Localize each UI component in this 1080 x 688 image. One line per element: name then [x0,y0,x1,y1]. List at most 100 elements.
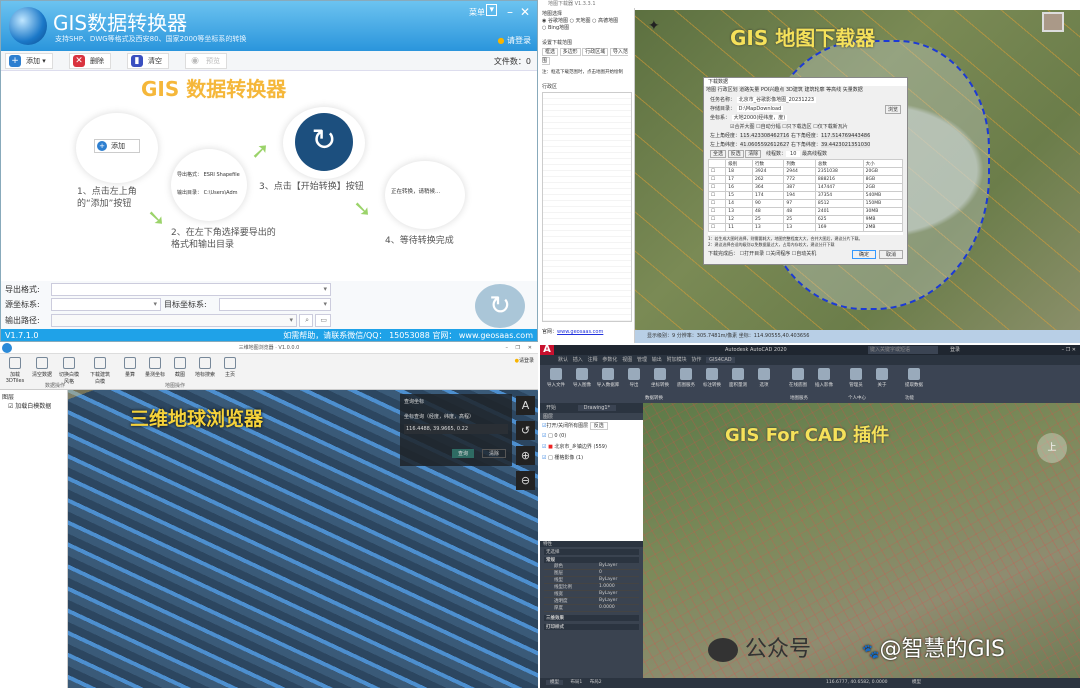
row-checkbox[interactable]: ☐ [708,175,727,184]
tl-lon-input[interactable]: 115.423308462716 [740,133,790,139]
load-3dtiles-button[interactable]: 加载3DTiles [3,357,27,384]
ribbon-button[interactable]: 面积量测 [725,368,751,388]
table-row[interactable]: ☐ 14 90 97 8512 150MB [708,199,903,208]
property-row[interactable]: 线宽 ByLayer [544,591,639,598]
row-checkbox[interactable]: ☐ [708,207,727,216]
folder-icon[interactable]: ▭ [315,314,331,327]
tab[interactable]: 道路矢量 [739,87,760,93]
model-space-button[interactable]: 模型 [912,680,921,685]
ribbon-tab[interactable]: 附加模块 [666,357,687,363]
task-input[interactable]: 北京市_谷歌影像地图_20231223 [736,97,817,103]
radio-bing[interactable]: ○ Bing地图 [542,25,570,31]
ribbon-tab[interactable]: 插入 [572,357,583,363]
query-button[interactable]: 查询 [452,449,475,458]
merge-checkbox[interactable]: ☑合并大图 [730,124,755,130]
tab[interactable]: 地图 [706,87,717,93]
invert-button[interactable]: 反选 [727,150,744,158]
row-checkbox[interactable]: ☐ [708,183,727,192]
compass-north-icon[interactable]: A [516,396,535,415]
cancel-button[interactable]: 取消 [878,250,903,259]
ribbon-button[interactable]: 导入数据库 [595,368,621,388]
table-row[interactable]: ☐ 18 3924 2944 2351038 20GB [708,167,903,176]
close-button[interactable]: ✕ [527,345,532,351]
ribbon-button[interactable]: 在线底图 [785,368,811,388]
only-selection-checkbox[interactable]: ☐只下载选区 [782,124,812,130]
table-row[interactable]: ☐ 12 25 25 625 9MB [708,215,903,224]
menu-dropdown-icon[interactable]: ▾ [486,4,497,16]
tree-root[interactable]: 图层 [2,394,15,401]
property-row[interactable]: 图层 0 [544,570,639,577]
search-input[interactable]: 键入关键字或短语 [868,346,938,354]
source-crs-select[interactable]: ▾ [51,298,161,311]
zoom-in-icon[interactable]: ⊕ [516,446,535,465]
preview-button[interactable]: ◉ 预览 [185,53,227,69]
window-controls[interactable]: – ❐ ✕ [1061,347,1076,353]
ok-button[interactable]: 确定 [851,250,876,259]
download-buildings-button[interactable]: 下载建筑白模 [88,357,112,385]
clear-button[interactable]: 清除 [482,449,507,458]
layout-tab[interactable]: 布局1 [570,680,583,685]
coordinate-input[interactable]: 116.4488, 39.9665, 0.22 [404,424,508,434]
ribbon-tab[interactable]: 视图 [622,357,633,363]
clear-data-button[interactable]: 清空数据 [30,357,54,378]
ribbon-button[interactable]: 导出 [621,368,647,388]
invert-button[interactable]: 反选 [589,422,608,430]
property-row[interactable]: 透明度 ByLayer [544,598,639,605]
measure-button[interactable]: 量算 [118,357,142,378]
export-format-select[interactable]: ▾ [51,283,331,296]
property-row[interactable]: 颜色 ByLayer [544,563,639,570]
search-button[interactable]: 地标搜索 [193,357,217,378]
ribbon-button[interactable]: 插入影像 [811,368,837,388]
ribbon-button[interactable]: 底图服务 [673,368,699,388]
row-checkbox[interactable]: ☐ [708,223,727,232]
zoom-out-icon[interactable]: ⊖ [516,471,535,490]
ribbon-button[interactable]: 提取数据 [901,368,927,388]
row-checkbox[interactable]: ☐ [708,199,727,208]
table-row[interactable]: ☐ 15 174 194 37354 540MB [708,191,903,200]
menu-button[interactable]: 菜单 [469,8,485,17]
clear-button[interactable]: ▮ 清空 [127,53,169,69]
close-app-checkbox[interactable]: ☐关闭程序 [765,251,791,257]
row-checkbox[interactable]: ☐ [708,167,727,176]
br-lat-input[interactable]: 39.4423021351030 [820,142,871,148]
open-dir-checkbox[interactable]: ☐打开目录 [739,251,765,257]
start-convert-button[interactable]: ↻ [475,284,525,328]
tab[interactable]: 等高线 [826,87,842,93]
drawing-tab[interactable]: Drawing1* [577,405,617,411]
table-row[interactable]: ☐ 16 364 387 147447 2GB [708,183,903,192]
ribbon-tab[interactable]: 输出 [651,357,662,363]
property-section[interactable]: 三维效果 [544,615,639,621]
user-login[interactable]: 登录 [950,347,961,353]
property-section[interactable]: 打印样式 [544,624,639,630]
table-row[interactable]: ☐ 13 48 48 2401 30MB [708,207,903,216]
layer-item[interactable]: ☑ ■ 北京市_乡镇边界 (559) [542,444,607,450]
delete-button[interactable]: ✕ 删除 [69,53,111,69]
import-range-button[interactable]: 导入范围 [542,48,628,65]
minimize-button[interactable]: – [507,5,513,19]
add-button[interactable]: + 添加 ▾ [5,53,53,69]
browse-button[interactable]: 浏览 [884,105,901,114]
layout-tab-model[interactable]: 模型 [546,680,563,685]
login-button[interactable]: ●请登录 [515,357,534,364]
reset-view-icon[interactable]: ↺ [516,421,535,440]
checkbox[interactable]: ☑ [542,423,547,429]
ribbon-button[interactable]: 标注转换 [699,368,725,388]
district-button[interactable]: 行政区域 [582,48,609,56]
screenshot-button[interactable]: 截图 [168,357,192,378]
tab[interactable]: POI兴趣点 [760,87,785,93]
target-crs-select[interactable]: ▾ [219,298,331,311]
toggle-style-button[interactable]: 切换白模风格 [57,357,81,385]
shutdown-checkbox[interactable]: ☐自动关机 [791,251,817,257]
table-row[interactable]: ☐ 11 13 13 169 2MB [708,223,903,232]
property-row[interactable]: 厚度 0.0000 [544,605,639,612]
minimize-button[interactable]: – [505,345,509,351]
district-tree[interactable] [542,92,632,322]
ribbon-tab-gis4cad[interactable]: GIS4CAD [706,357,735,363]
radio-tianditu[interactable]: ○ 天地图 [569,18,591,24]
ribbon-tab[interactable]: 注释 [587,357,598,363]
output-path-input[interactable]: ▾ [51,314,297,327]
tab[interactable]: 3D建筑 [785,87,803,93]
tab[interactable]: 建筑轮廓 [804,87,825,93]
tab[interactable]: 行政区划 [717,87,738,93]
website-link[interactable]: www.geosaas.com [557,329,604,335]
